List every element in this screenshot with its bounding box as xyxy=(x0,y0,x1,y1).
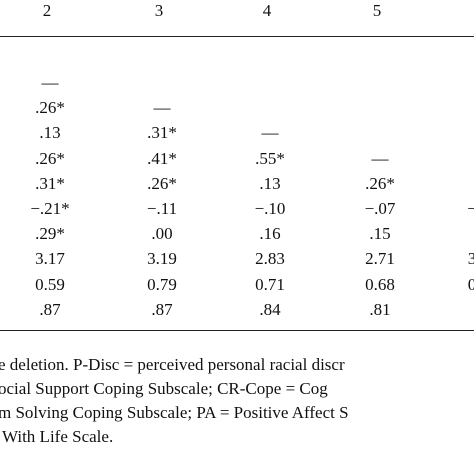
table-cell: .31* xyxy=(35,173,65,193)
table-cell: −.11 xyxy=(146,199,178,218)
table-cell: .87 xyxy=(151,299,173,319)
table-cell: — xyxy=(41,73,59,92)
table-cell: .26* xyxy=(147,173,177,193)
table-cell: .26* xyxy=(35,98,65,118)
table-cell: 0.71 xyxy=(255,274,285,294)
table-cell: .81 xyxy=(369,299,391,319)
table-note: e deletion. P-Disc = perceived personal … xyxy=(0,355,345,374)
table-cell: 0.68 xyxy=(365,274,395,294)
table-cell: — xyxy=(261,123,279,143)
table-cell: .00 xyxy=(151,224,173,244)
table-cell: .26* xyxy=(365,173,395,193)
table-cell: − xyxy=(467,199,474,218)
table-cell: −.07 xyxy=(364,199,396,218)
table-cell: 0.79 xyxy=(147,274,177,294)
table-cell: 3.19 xyxy=(147,249,177,269)
table-cell: .29* xyxy=(35,224,65,244)
column-header: 3 xyxy=(154,1,164,20)
table-cell: .87 xyxy=(39,299,61,319)
table-cell: — xyxy=(371,148,389,168)
table-cell: −.21* xyxy=(30,199,70,218)
table-cell: 0.59 xyxy=(35,274,65,294)
table-cell: −.10 xyxy=(254,199,286,218)
table-cell: .55* xyxy=(255,148,285,168)
table-cell: .15 xyxy=(369,224,391,244)
table-note: With Life Scale. xyxy=(2,427,114,446)
column-header: 4 xyxy=(262,1,272,20)
table-cell: .41* xyxy=(147,148,177,168)
table-cell: .13 xyxy=(39,123,61,143)
table-cell: 3.17 xyxy=(35,249,65,269)
table-cell: 0 xyxy=(467,274,474,294)
header-rule xyxy=(0,36,474,37)
table-cell: .31* xyxy=(147,123,177,143)
bottom-rule xyxy=(0,330,474,331)
column-header: 5 xyxy=(372,1,382,20)
table-cell: 2.83 xyxy=(255,249,285,269)
table-cell: 3 xyxy=(467,249,474,269)
table-cell: .16 xyxy=(259,224,281,244)
table-note: ocial Support Coping Subscale; CR-Cope =… xyxy=(0,379,328,398)
table-cell: — xyxy=(153,98,171,118)
table-cell: 2.71 xyxy=(365,249,395,269)
column-header: 2 xyxy=(42,1,52,20)
table-cell: .26* xyxy=(35,148,65,168)
table-note: m Solving Coping Subscale; PA = Positive… xyxy=(0,403,349,422)
table-cell: .84 xyxy=(259,299,281,319)
table-cell: .13 xyxy=(259,173,281,193)
